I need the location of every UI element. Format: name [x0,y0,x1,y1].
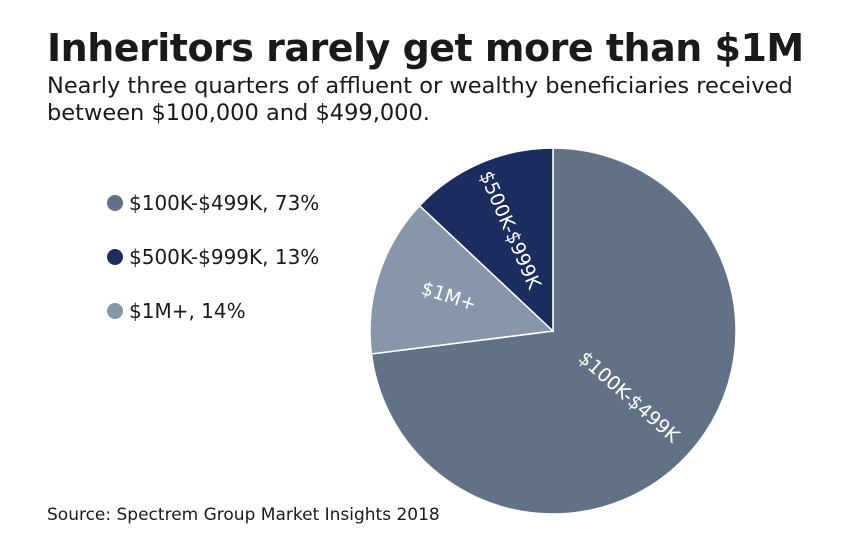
legend-label: $500K-$999K, 13% [129,244,320,269]
legend-swatch [107,194,123,211]
chart-title: Inheritors rarely get more than $1M [47,26,804,70]
pie-slice-1 [369,204,555,355]
legend-item-1m-plus: $1M+, 14% [107,298,319,323]
legend-item-500k-999k: $500K-$999K, 13% [107,244,319,269]
chart-subtitle: Nearly three quarters of affluent or wea… [47,73,793,126]
legend-swatch [107,302,123,319]
pie-slice-2 [418,147,554,333]
legend-label: $100K-$499K, 73% [129,190,320,215]
source-note: Source: Spectrem Group Market Insights 2… [47,505,440,525]
legend-label: $1M+, 14% [129,298,246,323]
legend-swatch [107,248,123,265]
legend: $100K-$499K, 73% $500K-$999K, 13% $1M+, … [107,190,319,352]
legend-item-100k-499k: $100K-$499K, 73% [107,190,319,215]
